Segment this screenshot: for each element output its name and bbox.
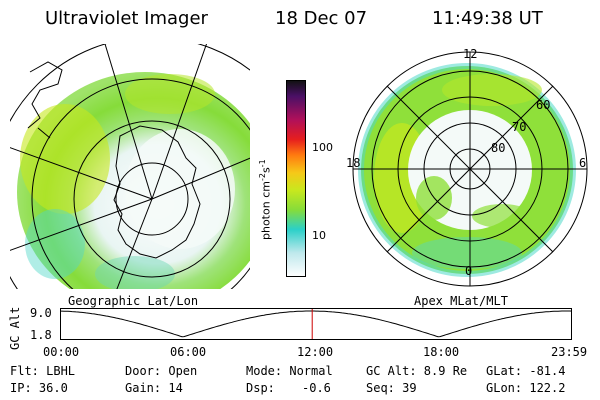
mlt-label-6: 6 — [579, 156, 587, 170]
date-label: 18 Dec 07 — [275, 8, 368, 29]
mlt-label-12: 12 — [463, 47, 478, 61]
low-emission-region — [125, 129, 235, 249]
door-info: Door: Open — [125, 364, 198, 378]
emission-patch — [25, 209, 85, 279]
coastline — [113, 125, 201, 259]
altitude-plot — [60, 308, 572, 340]
mlt-lines — [353, 52, 587, 286]
time-tick-1800: 18:00 — [423, 345, 460, 359]
mlat-label-80: 80 — [491, 141, 506, 155]
seq-info: Seq: 39 — [366, 381, 417, 395]
altitude-axis-label: GC Alt — [8, 306, 22, 350]
altitude-tick-9: 9.0 — [30, 306, 52, 320]
mlat-label-70: 70 — [512, 120, 527, 134]
auroral-oval-edge — [358, 63, 576, 277]
lon-lines — [10, 44, 250, 289]
colorbar — [286, 80, 306, 277]
ip-info: IP: 36.0 — [10, 381, 68, 395]
magnetic-image — [352, 51, 588, 287]
time-tick-1200: 12:00 — [297, 345, 334, 359]
lat-circles — [10, 44, 250, 289]
emission-patch — [412, 237, 522, 269]
glat-info: GLat: -81.4 — [486, 364, 566, 378]
coastline — [27, 61, 63, 139]
dsp-label: Dsp: — [246, 381, 275, 395]
mlt-label-18: 18 — [346, 156, 361, 170]
time-label: 11:49:38 UT — [432, 8, 543, 29]
colorbar-tick-10: 10 — [312, 229, 326, 242]
emission-patch — [95, 256, 175, 289]
geographic-image — [10, 44, 250, 289]
time-tick-0600: 06:00 — [170, 345, 207, 359]
time-tick-0000: 00:00 — [43, 345, 80, 359]
gain-info: Gain: 14 — [125, 381, 183, 395]
mlat-label-60: 60 — [536, 98, 551, 112]
dsp-value: -0.6 — [302, 381, 331, 395]
colorbar-tick-100: 100 — [312, 141, 333, 154]
colorbar-unit-label: photon cm-2s-1 — [258, 159, 273, 240]
mode-info: Mode: Normal — [246, 364, 333, 378]
filter-info: Flt: LBHL — [10, 364, 76, 378]
altitude-tick-1-8: 1.8 — [30, 328, 52, 342]
glon-info: GLon: 122.2 — [486, 381, 566, 395]
instrument-title: Ultraviolet Imager — [45, 8, 208, 29]
geographic-label: Geographic Lat/Lon — [68, 294, 199, 308]
apex-label: Apex MLat/MLT — [414, 294, 508, 308]
altitude-curve — [60, 310, 572, 338]
emission-patch — [472, 204, 532, 228]
emission-patch — [442, 74, 542, 106]
emission-patch — [20, 104, 110, 214]
gcalt-info: GC Alt: 8.9 Re — [366, 364, 468, 378]
mlt-label-0: 0 — [465, 264, 473, 278]
time-tick-2359: 23:59 — [551, 345, 588, 359]
